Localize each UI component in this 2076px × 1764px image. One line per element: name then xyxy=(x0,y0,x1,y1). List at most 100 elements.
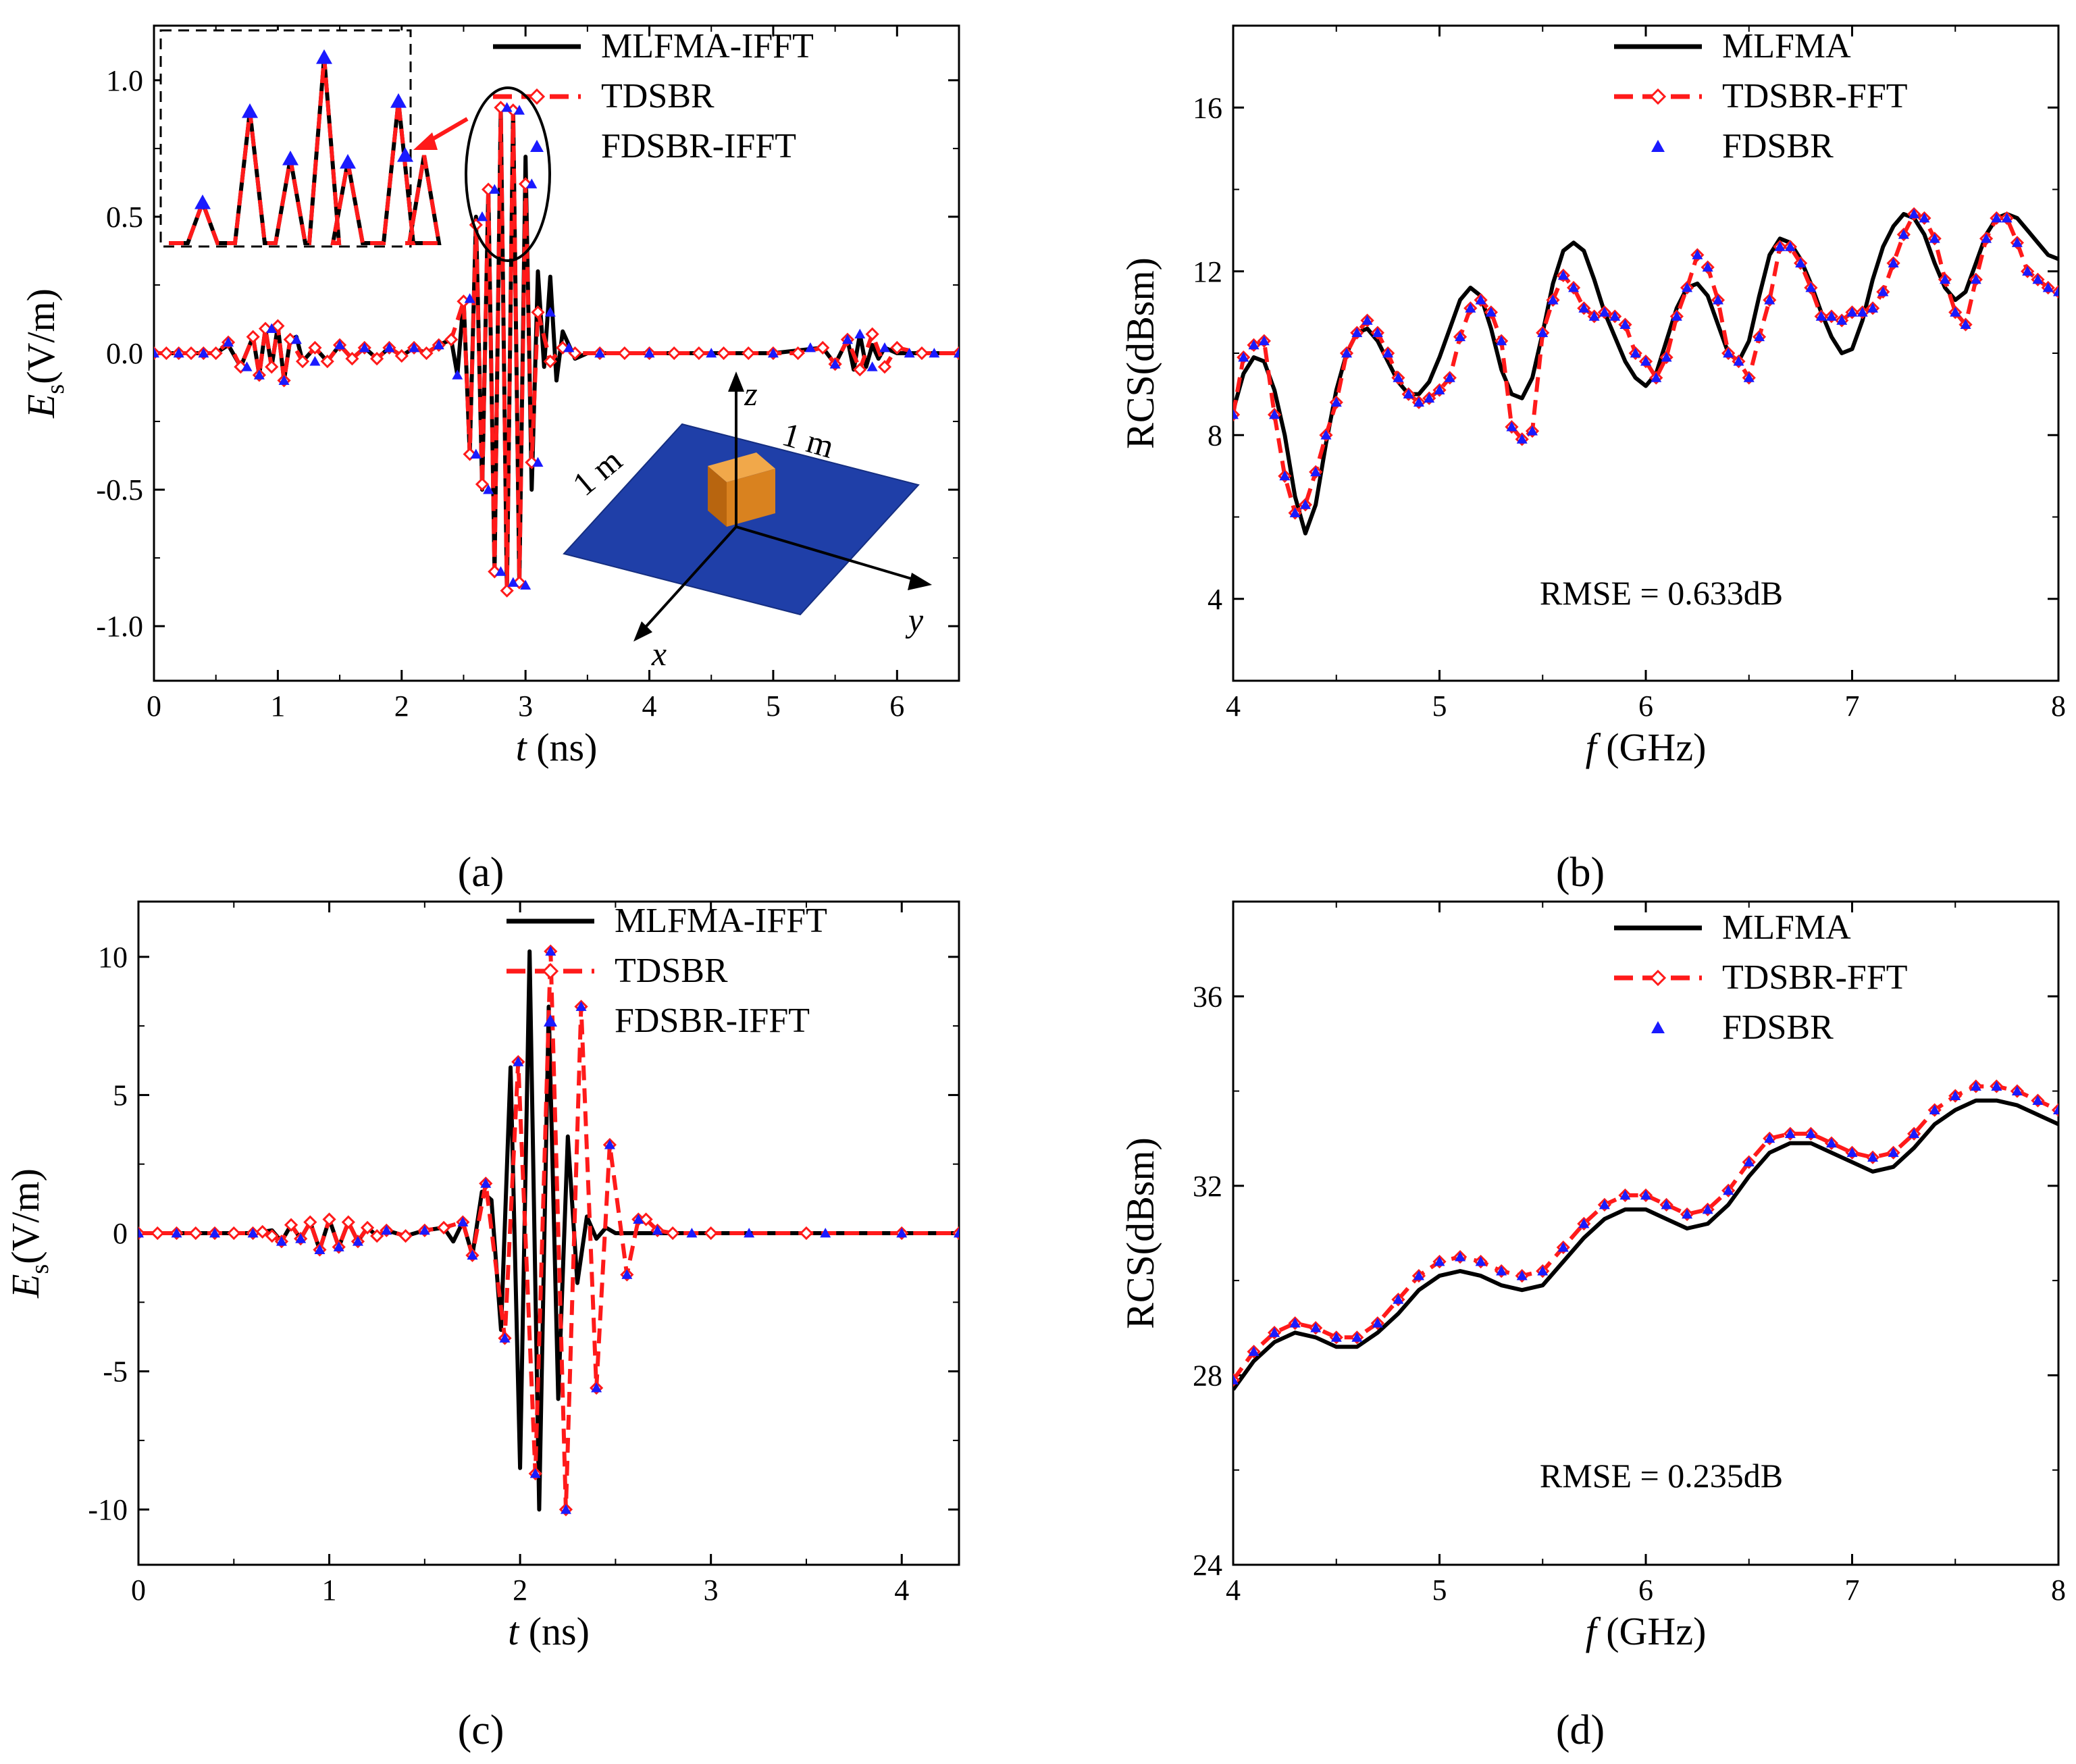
panel-label-b: (b) xyxy=(1556,850,1605,896)
series-line-mlfma-b xyxy=(1233,211,2058,536)
fdsbr-marker-d xyxy=(1269,1327,1280,1337)
fdsbr-marker-d xyxy=(1475,1256,1486,1266)
y-axis-label-var-a: E xyxy=(19,394,63,419)
tdsbr-marker-c xyxy=(322,1212,336,1226)
y-tick-label-a: -1.0 xyxy=(96,610,143,643)
z-axis-label: z xyxy=(744,375,757,413)
fdsbr-marker-d xyxy=(1455,1251,1466,1262)
fdsbr-marker-b xyxy=(1702,261,1713,272)
x-tick-label-a: 3 xyxy=(518,690,533,723)
tdsbr-marker-c xyxy=(284,1218,299,1232)
fdsbr-marker-b xyxy=(1919,212,1930,223)
fdsbr-marker-b xyxy=(1382,348,1394,358)
fdsbr-marker-b xyxy=(1836,315,1848,325)
y-tick-label-b: 4 xyxy=(1208,583,1222,616)
plot-area-b xyxy=(1233,207,2058,536)
tdsbr-marker-a xyxy=(865,327,879,341)
fdsbr-marker-b xyxy=(1444,372,1455,382)
fdsbr-marker-b xyxy=(1547,294,1559,305)
y-tick-label-b: 8 xyxy=(1208,419,1222,452)
fdsbr-marker-b xyxy=(1516,434,1528,444)
fdsbr-marker-b xyxy=(1846,307,1858,317)
legend-marker-fdsbr-a xyxy=(530,140,544,152)
fdsbr-marker-b xyxy=(1825,311,1837,321)
plot-area-d xyxy=(1233,1079,2058,1391)
fdsbr-marker-d xyxy=(1784,1128,1796,1139)
fdsbr-marker-a xyxy=(866,361,878,371)
fdsbr-marker-a xyxy=(526,178,538,188)
fdsbr-marker-b xyxy=(1537,327,1549,338)
fdsbr-marker-b xyxy=(1279,470,1291,481)
zoom-inset-marker xyxy=(242,103,258,118)
zoom-inset-marker xyxy=(282,151,299,165)
fdsbr-marker-a xyxy=(409,342,420,353)
fdsbr-marker-b xyxy=(1403,388,1414,399)
fdsbr-marker-d xyxy=(1537,1266,1549,1276)
tdsbr-marker-c xyxy=(398,1228,413,1243)
rmse-annotation-d: RMSE = 0.235dB xyxy=(1540,1457,1783,1495)
fdsbr-marker-c xyxy=(419,1224,430,1235)
x-axis-line xyxy=(640,525,737,633)
fdsbr-marker-d xyxy=(1764,1133,1775,1143)
fdsbr-marker-c xyxy=(621,1269,633,1279)
tdsbr-marker-a xyxy=(419,346,434,361)
fdsbr-marker-b xyxy=(1723,348,1734,358)
y-axis-label-sub-c: s xyxy=(26,1264,54,1274)
tdsbr-marker-c xyxy=(303,1215,317,1229)
tdsbr-marker-a xyxy=(295,355,310,369)
tdsbr-marker-a xyxy=(369,351,384,366)
x-axis-arrowhead xyxy=(633,621,652,642)
zoom-inset-frame xyxy=(159,29,412,248)
tdsbr-marker-a xyxy=(717,346,731,361)
fdsbr-marker-a xyxy=(266,323,278,334)
fdsbr-marker-d xyxy=(2053,1104,2058,1115)
tdsbr-marker-a xyxy=(308,340,322,355)
tdsbr-marker-a xyxy=(816,340,830,355)
fdsbr-marker-d xyxy=(1929,1104,1940,1115)
fdsbr-marker-b xyxy=(1330,396,1342,407)
y-axis-label-c: Es(V/m) xyxy=(3,1168,54,1299)
fdsbr-marker-b xyxy=(1929,233,1940,243)
tdsbr-marker-a xyxy=(692,346,706,361)
fdsbr-marker-d xyxy=(2032,1095,2044,1105)
x-tick-label-c: 3 xyxy=(704,1574,719,1607)
fdsbr-marker-b xyxy=(2022,265,2033,276)
y-axis-label-unit-a: (V/m) xyxy=(19,288,63,384)
x-tick-label-a: 2 xyxy=(394,690,409,723)
y-tick-label-c: 5 xyxy=(113,1079,128,1112)
y-tick-label-b: 12 xyxy=(1193,255,1222,288)
x-tick-label-d: 7 xyxy=(1845,1574,1860,1607)
fdsbr-marker-a xyxy=(483,484,494,494)
fdsbr-marker-b xyxy=(1682,282,1693,292)
fdsbr-marker-a xyxy=(841,334,853,344)
fdsbr-marker-d xyxy=(1723,1185,1734,1195)
tdsbr-marker-a xyxy=(890,340,904,355)
fdsbr-marker-b xyxy=(1361,315,1373,325)
plot-area-a xyxy=(154,101,959,598)
fdsbr-marker-a xyxy=(290,334,302,344)
fdsbr-marker-c xyxy=(209,1228,221,1238)
y-axis-label-b: RCS(dBsm) xyxy=(1118,257,1162,449)
y-tick-label-b: 16 xyxy=(1193,91,1222,124)
fdsbr-marker-a xyxy=(594,348,606,358)
fdsbr-marker-d xyxy=(1825,1137,1837,1148)
fdsbr-marker-b xyxy=(1743,372,1755,382)
fdsbr-marker-d xyxy=(1578,1218,1590,1228)
tdsbr-marker-a xyxy=(345,351,359,366)
plot-area-c xyxy=(138,944,959,1517)
tdsbr-marker-c xyxy=(666,1226,680,1241)
tdsbr-marker-a xyxy=(444,332,459,346)
tdsbr-marker-c xyxy=(188,1226,203,1241)
y-tick-label-d: 24 xyxy=(1193,1549,1222,1582)
fdsbr-marker-c xyxy=(467,1249,478,1260)
fdsbr-marker-b xyxy=(1898,229,1909,239)
x-tick-label-a: 6 xyxy=(889,690,904,723)
fdsbr-marker-b xyxy=(1578,303,1590,313)
y-tick-label-c: -5 xyxy=(103,1355,128,1389)
legend-label-b: FDSBR xyxy=(1722,127,1834,165)
tdsbr-marker-a xyxy=(742,346,756,361)
tdsbr-marker-a xyxy=(159,346,174,361)
x-tick-label-c: 2 xyxy=(513,1574,527,1607)
tdsbr-marker-c xyxy=(151,1226,165,1241)
